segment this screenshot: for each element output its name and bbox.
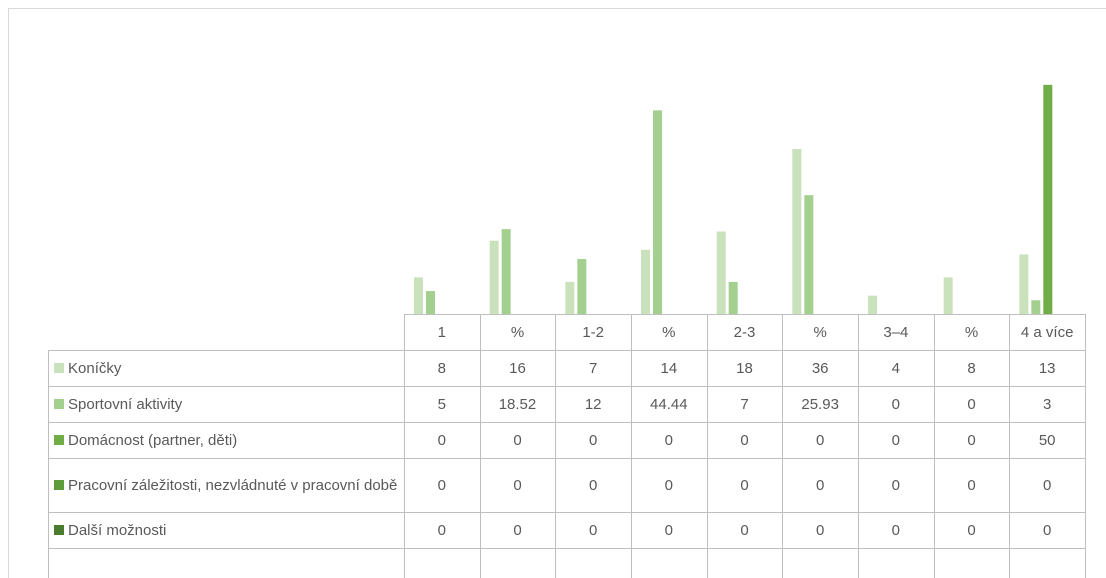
table-value: 0	[815, 476, 825, 494]
bar	[641, 249, 650, 314]
bar	[728, 281, 738, 314]
bar	[414, 277, 423, 314]
table-value: 0	[891, 395, 900, 413]
table-value: 0	[437, 521, 446, 539]
category-label: 2-3	[733, 323, 756, 341]
bar	[868, 295, 877, 314]
table-value: 0	[815, 431, 825, 449]
table-value: 14	[660, 359, 678, 377]
table-value: 25.93	[801, 395, 839, 413]
category-label: %	[813, 323, 827, 341]
table-value: 50	[1038, 431, 1056, 449]
legend-label: Sportovní aktivity	[68, 395, 183, 413]
category-label: %	[662, 323, 676, 341]
category-label: 4 a více	[1020, 323, 1074, 341]
legend-label: Domácnost (partner, děti)	[68, 431, 238, 449]
bar	[1019, 254, 1029, 314]
table-value: 0	[1042, 521, 1052, 539]
bar	[653, 110, 662, 314]
legend-label: Koníčky	[68, 359, 122, 377]
table-value: 16	[509, 359, 526, 377]
bar	[716, 231, 726, 314]
table-value: 0	[437, 431, 446, 449]
category-label: %	[510, 323, 525, 341]
legend-swatch	[54, 480, 64, 490]
table-value: 0	[588, 521, 598, 539]
table-value: 0	[740, 476, 749, 494]
table-value: 0	[513, 476, 522, 494]
legend-entry: Další možnosti	[48, 512, 404, 548]
table-value: 0	[437, 476, 446, 494]
table-value: 0	[891, 431, 900, 449]
table-value: 7	[740, 395, 749, 413]
legend-entry: Sportovní aktivity	[48, 386, 404, 422]
bar	[792, 149, 802, 314]
table-value: 0	[967, 521, 976, 539]
table-value: 13	[1038, 359, 1056, 377]
table-value: 0	[664, 476, 673, 494]
table-value: 0	[588, 476, 598, 494]
table-value: 44.44	[650, 395, 688, 413]
table-value: 0	[513, 521, 522, 539]
table-value: 0	[891, 521, 900, 539]
chart-border	[8, 8, 1106, 578]
table-value: 0	[740, 431, 749, 449]
table-value: 0	[967, 431, 976, 449]
legend-swatch	[54, 525, 64, 535]
table-value: 7	[588, 359, 598, 377]
category-label: 3–4	[883, 323, 909, 341]
table-value: 0	[967, 395, 976, 413]
bar	[1043, 84, 1053, 314]
legend-entry: Koníčky	[48, 350, 404, 386]
table-value: 12	[584, 395, 602, 413]
legend-entry: Pracovní záležitosti, nezvládnuté v prac…	[48, 458, 404, 512]
table-value: 0	[664, 431, 673, 449]
table-value: 4	[891, 359, 900, 377]
legend-swatch	[54, 435, 64, 445]
table-value: 8	[437, 359, 446, 377]
table-value: 3	[1042, 395, 1052, 413]
bar	[943, 277, 953, 314]
category-label: %	[964, 323, 979, 341]
bar	[577, 259, 587, 314]
bar	[804, 195, 814, 314]
legend-label: Pracovní záležitosti, nezvládnuté v prac…	[68, 476, 398, 494]
table-value: 0	[1042, 476, 1052, 494]
legend-swatch	[54, 399, 64, 409]
legend-label: Další možnosti	[68, 521, 167, 539]
bar	[1031, 300, 1041, 314]
category-label: 1-2	[582, 323, 604, 341]
table-value: 18	[736, 359, 753, 377]
table-value: 0	[513, 431, 522, 449]
bar	[426, 291, 435, 314]
table-value: 36	[811, 359, 829, 377]
table-value: 0	[588, 431, 598, 449]
table-value: 0	[967, 476, 976, 494]
bar	[489, 240, 499, 314]
table-value: 0	[664, 521, 673, 539]
legend-swatch	[54, 363, 64, 373]
bar	[565, 281, 575, 314]
table-value: 18.52	[498, 395, 537, 413]
table-value: 0	[815, 521, 825, 539]
legend-entry: Domácnost (partner, děti)	[48, 422, 404, 458]
table-value: 0	[891, 476, 900, 494]
category-label: 1	[437, 323, 446, 341]
bar	[501, 229, 511, 314]
table-value: 5	[437, 395, 446, 413]
table-value: 8	[967, 359, 976, 377]
table-value: 0	[740, 521, 749, 539]
